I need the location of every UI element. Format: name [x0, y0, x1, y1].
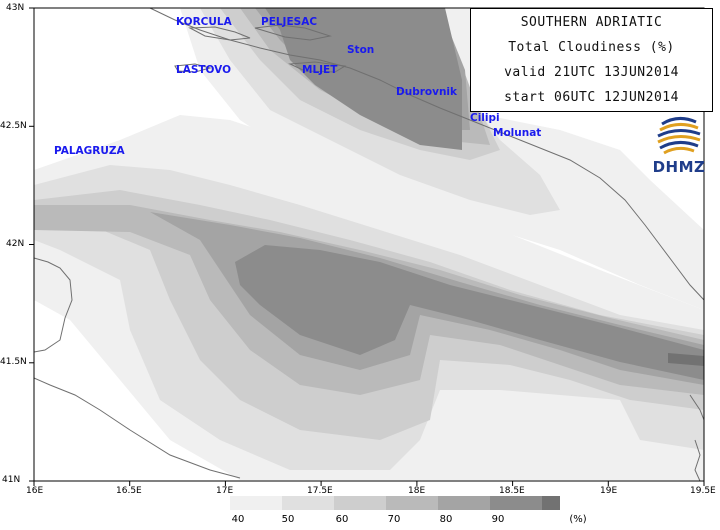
- place-label-korcula: KORCULA: [176, 16, 232, 28]
- dhmz-logo-text: DHMZ: [652, 158, 706, 176]
- band-100: [668, 353, 704, 366]
- dhmz-logo-icon: [657, 117, 701, 155]
- legend-label-80: 80: [439, 514, 453, 525]
- legend-unit: (%): [569, 514, 587, 525]
- coast-korcula: [188, 26, 251, 41]
- lon-label: 19.5E: [690, 486, 716, 496]
- band-90: [235, 245, 704, 380]
- lat-label: 41N: [2, 475, 21, 485]
- lon-label: 16.5E: [116, 486, 142, 496]
- legend-swatch-0: [230, 496, 282, 510]
- band-90-north: [265, 8, 462, 150]
- lat-label: 42N: [6, 239, 25, 249]
- legend-label-50: 50: [281, 514, 295, 525]
- place-label-ston: Ston: [347, 44, 375, 56]
- place-label-mljet: MLJET: [302, 64, 338, 76]
- legend-swatch-1: [282, 496, 334, 510]
- dhmz-logo: DHMZ: [648, 112, 710, 178]
- lat-label: 41.5N: [0, 357, 27, 367]
- coast-mljet: [288, 61, 347, 73]
- coastlines: [33, 7, 705, 482]
- cloudiness-bands: [34, 8, 704, 480]
- lon-label: 17.5E: [307, 486, 333, 496]
- title-box: SOUTHERN ADRIATIC Total Cloudiness (%) v…: [470, 8, 713, 112]
- lat-label: 42.5N: [0, 121, 27, 131]
- coast-italy: [33, 257, 73, 353]
- coast-lastovo: [174, 63, 212, 73]
- legend-label-40: 40: [231, 514, 245, 525]
- lon-label: 16E: [26, 486, 44, 496]
- coast-peljesac: [254, 24, 332, 41]
- place-label-lastovo: LASTOVO: [176, 64, 232, 76]
- legend-swatch-2: [334, 496, 386, 510]
- legend-label-60: 60: [335, 514, 349, 525]
- place-label-peljesac: PELJESAC: [261, 16, 318, 28]
- place-label-molunat: Molunat: [493, 127, 542, 139]
- legend-label-70: 70: [387, 514, 401, 525]
- coast-croatia-montenegro: [149, 7, 705, 301]
- place-label-palagruza: PALAGRUZA: [54, 145, 125, 157]
- legend-swatch-4: [438, 496, 490, 510]
- lat-ticks: [29, 7, 34, 482]
- lon-label: 17E: [216, 486, 234, 496]
- lon-label: 18E: [408, 486, 426, 496]
- legend-label-90: 90: [491, 514, 505, 525]
- lon-ticks: [33, 481, 705, 486]
- cloudiness-legend: 40 50 60 70 80 90 (%): [230, 496, 600, 530]
- place-label-dubrovnik: Dubrovnik: [396, 86, 458, 98]
- lon-label: 18.5E: [499, 486, 525, 496]
- legend-swatch-3: [386, 496, 438, 510]
- coast-italy-south: [33, 377, 241, 479]
- title-start-time: start 06UTC 12JUN2014: [504, 90, 679, 105]
- title-valid-time: valid 21UTC 13JUN2014: [504, 65, 679, 80]
- coast-albania-2: [694, 439, 701, 482]
- legend-swatch-5: [490, 496, 542, 510]
- title-parameter: Total Cloudiness (%): [508, 40, 675, 55]
- lat-label: 43N: [6, 3, 25, 13]
- lon-label: 19E: [600, 486, 618, 496]
- coast-albania: [689, 394, 705, 421]
- place-label-cilipi: Cilipi: [470, 112, 500, 124]
- legend-swatch-6: [542, 496, 560, 510]
- title-region: SOUTHERN ADRIATIC: [520, 15, 663, 30]
